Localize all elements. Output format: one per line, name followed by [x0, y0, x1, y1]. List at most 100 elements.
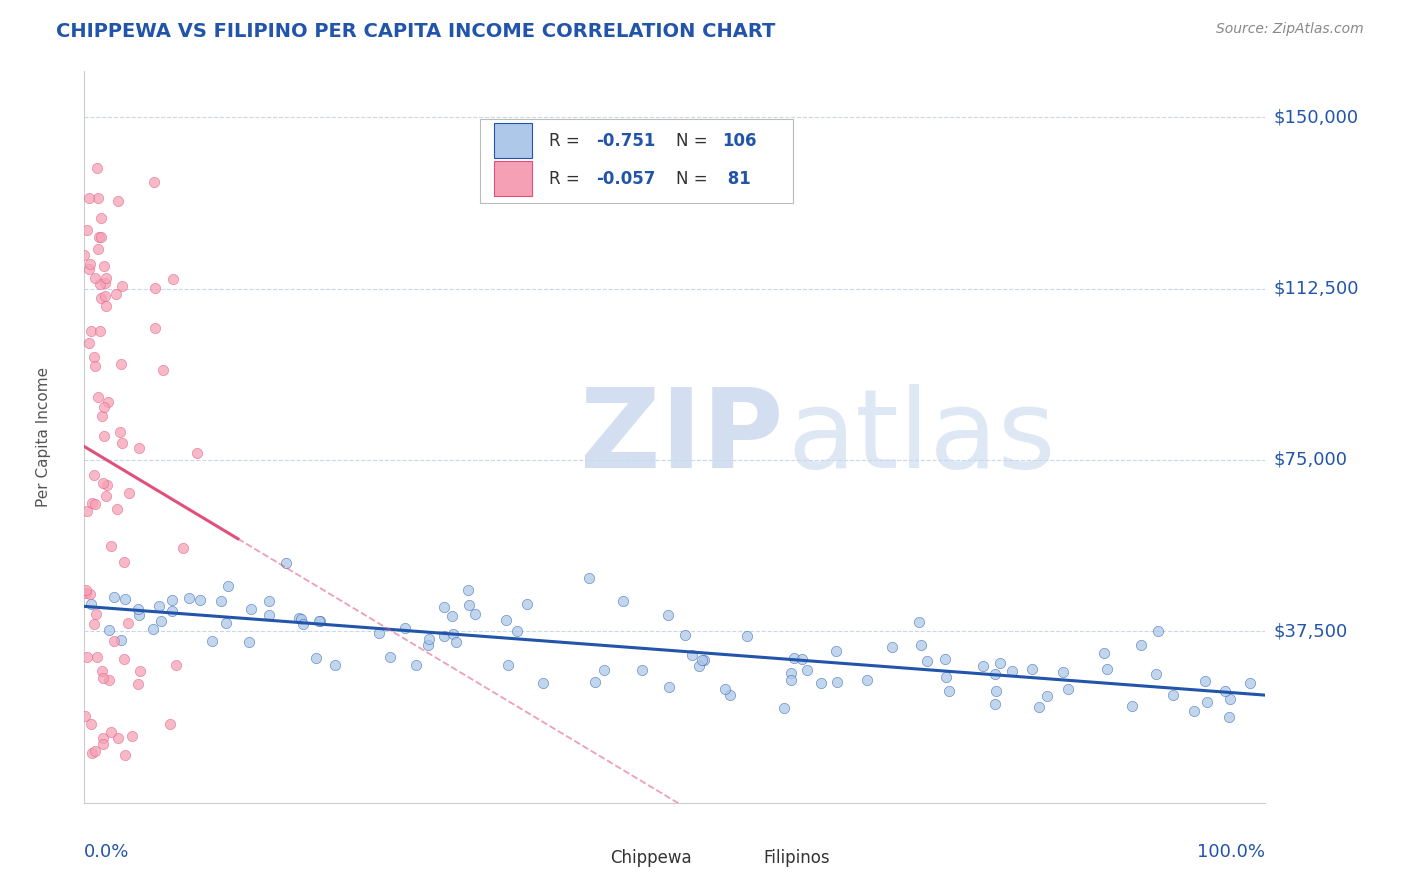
Text: R =: R = — [548, 169, 579, 188]
Point — [165, 657, 187, 672]
Point — [1130, 639, 1153, 653]
Point — [1213, 684, 1236, 698]
Point — [1036, 689, 1059, 703]
Point — [112, 652, 135, 666]
Point — [94, 276, 117, 290]
Point — [114, 748, 136, 763]
Point — [91, 475, 114, 490]
Point — [87, 390, 110, 404]
Point — [79, 587, 101, 601]
Point — [188, 593, 211, 607]
Point — [457, 598, 479, 612]
Point — [1197, 695, 1219, 709]
Point — [915, 654, 938, 668]
Point — [148, 599, 170, 613]
Point — [90, 291, 112, 305]
Text: 0.0%: 0.0% — [84, 843, 129, 861]
Point — [80, 717, 103, 731]
Point — [105, 502, 128, 516]
Point — [177, 591, 200, 605]
Point — [142, 622, 165, 636]
Point — [495, 614, 517, 628]
Point — [100, 725, 122, 739]
Point — [1121, 699, 1143, 714]
Point — [290, 612, 312, 626]
Point — [108, 425, 131, 440]
Text: $112,500: $112,500 — [1274, 279, 1360, 298]
Point — [84, 497, 107, 511]
Point — [291, 617, 314, 632]
Point — [988, 656, 1011, 670]
Point — [1239, 676, 1261, 690]
Point — [77, 336, 100, 351]
Point — [1194, 674, 1216, 689]
Point — [218, 578, 240, 592]
Point — [97, 395, 120, 409]
Point — [1092, 646, 1115, 660]
Point — [96, 477, 118, 491]
Point — [1052, 665, 1074, 680]
Text: $150,000: $150,000 — [1274, 108, 1358, 126]
Point — [201, 634, 224, 648]
Point — [288, 611, 311, 625]
Point — [405, 658, 427, 673]
Point — [97, 623, 120, 637]
Point — [80, 496, 103, 510]
Point — [75, 582, 97, 597]
Point — [693, 653, 716, 667]
Point — [783, 650, 806, 665]
Text: ZIP: ZIP — [581, 384, 783, 491]
Point — [496, 657, 519, 672]
Point — [143, 321, 166, 335]
Point — [90, 211, 112, 225]
Point — [457, 582, 479, 597]
Point — [257, 608, 280, 623]
FancyBboxPatch shape — [479, 119, 793, 203]
Point — [856, 673, 879, 687]
Text: 100.0%: 100.0% — [1198, 843, 1265, 861]
Point — [239, 602, 262, 616]
Point — [103, 634, 125, 648]
Point — [773, 700, 796, 714]
Point — [305, 651, 328, 665]
Point — [1218, 710, 1240, 724]
Point — [83, 467, 105, 482]
Point — [80, 597, 103, 611]
Point — [89, 277, 111, 292]
Point — [98, 673, 121, 687]
Point — [86, 161, 108, 175]
Point — [825, 644, 848, 658]
Point — [89, 324, 111, 338]
Point — [631, 663, 654, 677]
Point — [418, 632, 440, 646]
Point — [972, 659, 994, 673]
Point — [308, 615, 330, 629]
Point — [718, 688, 741, 702]
Point — [1182, 704, 1205, 718]
Point — [93, 401, 115, 415]
Point — [107, 731, 129, 745]
Point — [76, 503, 98, 517]
Point — [796, 663, 818, 677]
Point — [882, 640, 904, 655]
Point — [464, 607, 486, 621]
Point — [186, 446, 208, 460]
Point — [935, 670, 957, 684]
Point — [86, 650, 108, 665]
Point — [657, 607, 679, 622]
Point — [1144, 666, 1167, 681]
Point — [77, 262, 100, 277]
Point — [96, 299, 118, 313]
Point — [100, 540, 122, 554]
Point — [934, 652, 956, 666]
Point — [103, 590, 125, 604]
Point — [110, 357, 132, 371]
Point — [827, 675, 849, 690]
Text: 81: 81 — [723, 169, 751, 188]
Point — [111, 279, 134, 293]
Point — [129, 665, 152, 679]
Point — [83, 350, 105, 364]
Point — [984, 667, 1007, 681]
Point — [91, 409, 114, 424]
Point — [112, 556, 135, 570]
